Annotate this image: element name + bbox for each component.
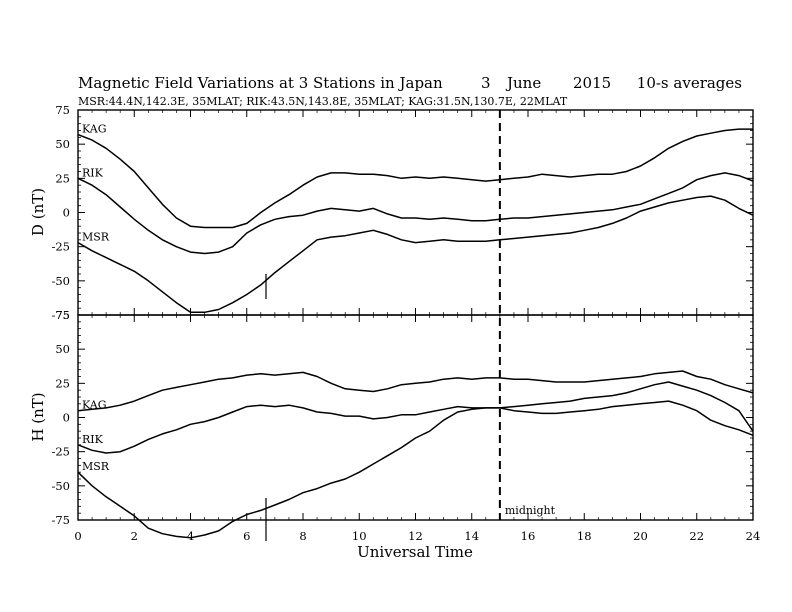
- date-month: June: [505, 74, 541, 92]
- h-y-tick-label: 0: [63, 411, 70, 425]
- midnight-label: midnight: [505, 504, 556, 517]
- h-series-kag: [77, 370, 754, 412]
- d-axis-label: D (nT): [29, 188, 47, 236]
- x-tick-label: 8: [299, 529, 306, 543]
- h-y-tick-label: -25: [51, 445, 70, 459]
- data-series: [77, 128, 754, 539]
- d-y-tick-label: -50: [51, 274, 70, 288]
- x-tick-label: 12: [408, 529, 423, 543]
- x-tick-label: 2: [131, 529, 138, 543]
- h-series-label-kag: KAG: [82, 399, 107, 412]
- h-axis-label: H (nT): [29, 392, 47, 441]
- h-y-tick-label: -75: [51, 513, 70, 527]
- resolution-label: 10-s averages: [637, 74, 742, 92]
- x-axis-label: Universal Time: [357, 543, 473, 561]
- h-series-msr: [77, 400, 754, 539]
- date-day: 3: [481, 74, 491, 92]
- x-tick-label: 10: [352, 529, 367, 543]
- d-y-tick-label: -25: [51, 240, 70, 254]
- d-y-tick-label: 25: [55, 171, 70, 185]
- d-y-tick-label: 50: [55, 137, 70, 151]
- h-y-tick-label: -50: [51, 479, 70, 493]
- x-tick-label: 6: [243, 529, 250, 543]
- d-series-rik: [77, 172, 754, 255]
- figure-title: Magnetic Field Variations at 3 Stations …: [78, 74, 443, 92]
- d-series-msr: [77, 195, 754, 314]
- x-tick-label: 16: [521, 529, 536, 543]
- h-y-tick-label: 25: [55, 376, 70, 390]
- h-y-tick-label: 75: [55, 308, 70, 322]
- x-tick-label: 18: [577, 529, 592, 543]
- date-year: 2015: [573, 74, 611, 92]
- x-tick-label: 4: [187, 529, 194, 543]
- h-series-rik: [77, 381, 754, 454]
- series-labels: KAG RIK MSR KAG RIK MSR: [82, 123, 110, 474]
- d-panel-frame: [77, 109, 754, 316]
- x-tick-label: 24: [746, 529, 761, 543]
- h-y-tick-label: 50: [55, 342, 70, 356]
- x-tick-label: 20: [633, 529, 648, 543]
- d-y-tick-label: 75: [55, 103, 70, 117]
- x-tick-label: 22: [689, 529, 704, 543]
- axis-ticks: [77, 109, 754, 521]
- d-y-tick-label: -75: [51, 308, 70, 322]
- d-series-label-msr: MSR: [82, 231, 110, 244]
- h-panel-frame: [77, 314, 754, 521]
- station-coordinates: MSR:44.4N,142.3E, 35MLAT; RIK:43.5N,143.…: [78, 95, 568, 108]
- d-series-label-rik: RIK: [82, 166, 104, 179]
- d-series-label-kag: KAG: [82, 123, 107, 136]
- h-series-label-rik: RIK: [82, 433, 104, 446]
- d-y-tick-label: 0: [63, 206, 70, 220]
- x-tick-label: 0: [74, 529, 81, 543]
- h-series-label-msr: MSR: [82, 460, 110, 473]
- d-series-kag: [77, 128, 753, 229]
- x-tick-label: 14: [464, 529, 479, 543]
